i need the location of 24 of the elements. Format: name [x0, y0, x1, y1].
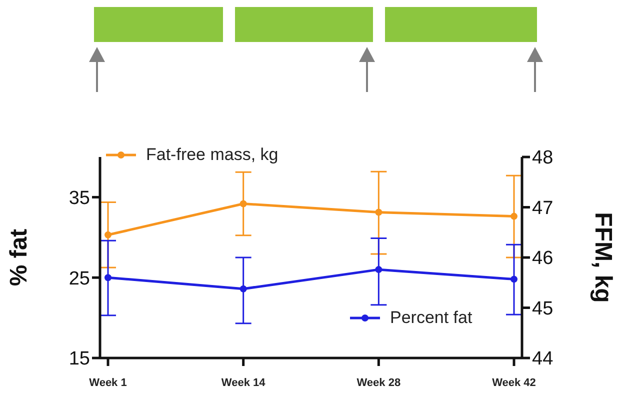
point: [510, 276, 518, 283]
point: [510, 212, 518, 220]
legend-label: Fat-free mass, kg: [146, 145, 278, 165]
point: [240, 285, 247, 292]
y-tick-label: 25: [68, 268, 90, 290]
y2-tick-label: 47: [532, 198, 554, 219]
x-tick-label: Week 14: [221, 376, 266, 389]
x-tick-label: Week 1: [89, 376, 127, 389]
legend-label: Percent fat: [390, 308, 472, 328]
y2-tick-label: 46: [532, 248, 554, 270]
point: [104, 274, 112, 282]
y2-tick-label: 45: [532, 298, 554, 320]
point: [375, 266, 382, 274]
y-tick-label: 35: [68, 188, 90, 209]
y2-tick-label: 48: [532, 148, 554, 169]
x-tick-label: Week 42: [492, 376, 536, 389]
y2-axis-title: FFM, kg: [589, 212, 616, 303]
y-tick-label: 15: [68, 348, 90, 370]
x-tick-label: Week 28: [356, 376, 401, 389]
point: [375, 208, 382, 216]
y2-tick-label: 44: [532, 348, 554, 370]
point: [240, 200, 247, 208]
y-axis-title: % fat: [6, 228, 33, 286]
point: [104, 231, 112, 238]
